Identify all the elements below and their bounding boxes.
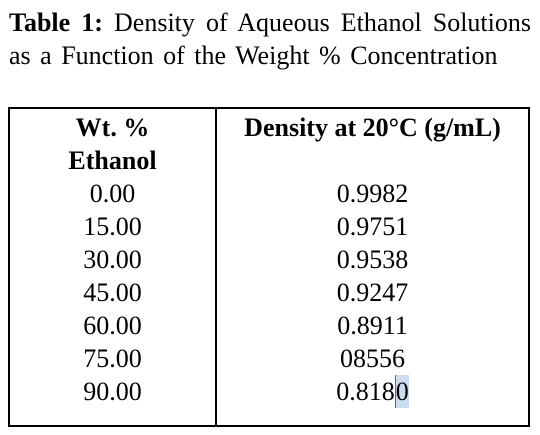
density-cell[interactable]: 0.9982 (336, 179, 409, 208)
header-spacer (217, 144, 528, 177)
wt-cell: 30.00 (83, 245, 142, 274)
caption-text: Density of Aqueous Ethanol Solutions as … (9, 8, 531, 70)
density-column: Density at 20°C (g/mL) 0.9982 0.9751 0.9… (217, 111, 528, 408)
wt-cell: 15.00 (83, 212, 142, 241)
density-cell-editing[interactable]: 0.8180 (217, 375, 528, 408)
wt-cell: 75.00 (83, 344, 142, 373)
header-wt-percent: Wt. % (75, 113, 150, 142)
density-cell[interactable]: 08556 (340, 344, 405, 373)
wt-cell: 90.00 (83, 377, 142, 406)
wt-cell: 0.00 (89, 179, 136, 208)
caption-label: Table 1: (9, 8, 103, 37)
header-ethanol: Ethanol (68, 146, 157, 175)
header-density: Density at 20°C (g/mL) (244, 113, 501, 142)
table-caption: Table 1: Density of Aqueous Ethanol Solu… (9, 6, 531, 72)
density-cell[interactable]: 0.9247 (336, 278, 409, 307)
weight-percent-column: Wt. % Ethanol 0.00 15.00 30.00 45.00 60.… (10, 111, 215, 408)
text-selection-highlight[interactable]: 0 (394, 375, 409, 408)
density-cell[interactable]: 0.9751 (336, 212, 409, 241)
wt-cell: 60.00 (83, 311, 142, 340)
column-divider (215, 109, 217, 425)
density-cell[interactable]: 0.9538 (336, 245, 409, 274)
density-text: 0.818 (336, 377, 395, 406)
density-cell[interactable]: 0.8911 (337, 311, 408, 340)
density-table: Wt. % Ethanol 0.00 15.00 30.00 45.00 60.… (8, 107, 530, 427)
wt-cell: 45.00 (83, 278, 142, 307)
